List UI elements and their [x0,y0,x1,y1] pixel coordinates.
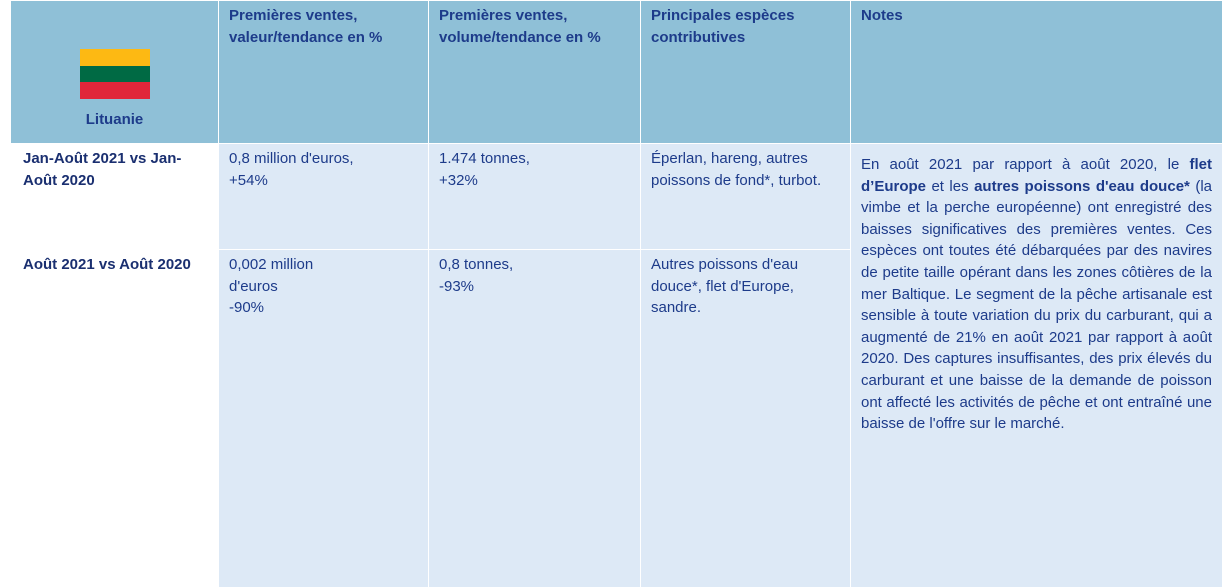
notes-text: En août 2021 par rapport à août 2020, le [861,156,1190,173]
cell: Éperlan, hareng, autres poissons de fond… [640,143,851,250]
table: Lituanie Premières ventes, valeur/tendan… [10,0,1222,588]
cell: 0,8 tonnes, -93% [428,249,641,588]
row: Jan-Août 2021 vs Jan-Août 2020 0,8 milli… [10,143,1222,588]
notes-text: et les [926,177,975,195]
row: Août 2021 vs Août 2020 0,002 million d'e… [10,249,1222,588]
notes-text: flet d’Europe [861,156,1212,195]
cell: Autres poissons d'eau douce*, flet d'Eur… [640,249,851,588]
country-header: Lituanie [10,0,219,144]
column-header: Premières ventes, volume/tendance en % [428,0,641,144]
column-header: Premières ventes, valeur/tendance en % [218,0,429,144]
header-row: Lituanie Premières ventes, valeur/tendan… [10,0,1222,144]
cell: 1.474 tonnes, +32% [428,143,641,250]
notes-cell: En août 2021 par rapport à août 2020, le… [850,143,1222,588]
cell: 0,8 million d'euros, +54% [218,143,429,250]
country: Lituanie [85,111,144,129]
notes-text: (la vimbe et la perche européenne) ont e… [861,177,1212,433]
flag [79,49,150,100]
row-label: Jan-Août 2021 vs Jan-Août 2020 [10,143,219,250]
cell: 0,002 million d'euros -90% [218,249,429,588]
column-header: Notes [850,0,1222,144]
notes-text: autres poissons d'eau douce* [974,177,1190,195]
row-label: Août 2021 vs Août 2020 [10,249,219,588]
column-header: Principales espèces contributives [640,0,851,144]
